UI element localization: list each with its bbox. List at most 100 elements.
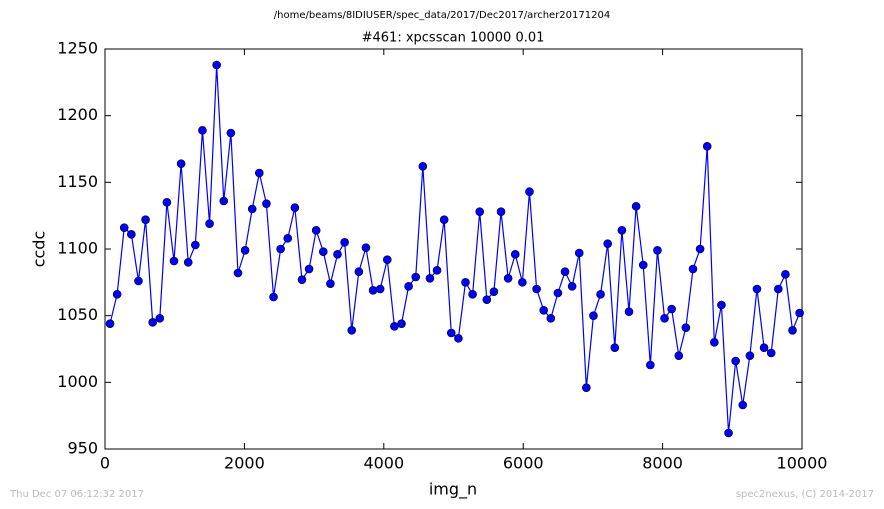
data-point [311,226,321,235]
data-point [603,239,612,248]
data-point [304,264,314,274]
data-point [368,286,378,295]
data-point [283,234,293,243]
data-point [141,215,150,224]
data-point [674,351,684,360]
data-point [532,284,541,294]
data-point [695,244,705,254]
data-point [418,162,428,171]
data-point [326,279,335,288]
data-point [212,60,221,70]
data-point [404,282,413,291]
data-point [525,187,534,196]
data-point [446,328,456,338]
x-tick-label: 4000 [363,454,404,473]
data-point [382,255,392,264]
y-tick-label: 1200 [57,105,98,124]
data-point [510,250,520,259]
data-point [667,304,676,314]
data-point [617,226,627,235]
data-point [148,318,157,327]
data-point [297,275,307,284]
data-point [503,274,513,283]
data-point [226,128,236,138]
data-point [205,219,214,228]
data-point [240,246,250,255]
data-point [425,274,435,283]
data-point [375,284,385,294]
y-tick-label: 1150 [57,172,98,191]
data-point [710,338,719,347]
data-point [105,319,115,328]
data-point [567,282,577,291]
data-point [255,168,264,178]
suptitle: /home/beams/8IDIUSER/spec_data/2017/Dec2… [274,10,610,21]
data-point [624,307,634,316]
data-point [119,223,129,232]
data-point [766,348,776,358]
data-point [397,319,406,328]
data-point [269,292,278,302]
data-point [276,244,285,254]
data-point [788,326,797,335]
data-point [759,343,769,352]
data-point [439,215,449,224]
data-line [109,64,801,434]
data-point [738,400,748,410]
data-point [589,311,598,320]
data-point [112,290,122,299]
data-point [631,202,641,211]
data-point [319,247,328,256]
data-point [496,207,506,216]
data-point [539,306,548,315]
data-point [198,126,207,135]
data-point [638,260,648,270]
data-point [411,272,421,282]
data-point [781,270,790,279]
x-tick-label: 8000 [642,454,683,473]
chart-title: #461: xpcsscan 10000 0.01 [362,31,545,46]
data-point [489,287,499,296]
data-point [518,278,527,287]
data-point [461,278,470,287]
x-tick-label: 2000 [224,454,265,473]
x-axis-label: img_n [429,480,477,500]
data-point [795,308,804,318]
y-tick-label: 1000 [57,372,98,391]
x-tick-label: 0 [100,454,110,473]
data-point [688,264,698,274]
y-tick-label: 1100 [57,239,98,258]
data-point [646,360,655,370]
data-point [574,248,584,258]
data-point [717,300,726,310]
data-point [183,258,193,267]
data-point [262,199,271,208]
data-point [745,351,755,360]
data-point [596,290,605,299]
data-point [454,334,463,343]
data-point [731,356,740,366]
y-tick-label: 950 [67,439,98,458]
data-point [347,326,357,335]
data-point [340,238,349,247]
data-point [660,314,669,323]
footer-right: spec2nexus, (C) 2014-2017 [736,489,874,500]
data-point [432,266,442,275]
data-point [247,204,257,214]
data-point [553,288,563,298]
x-tick-label: 6000 [503,454,544,473]
data-point [176,159,186,168]
data-point [752,284,762,294]
data-point [233,268,243,278]
data-point [560,267,570,276]
data-point [134,276,143,286]
data-point [333,250,342,259]
data-point [724,428,733,438]
data-point [290,203,300,212]
data-point [169,256,179,266]
data-point [653,246,662,255]
data-point [475,207,485,216]
data-point [681,323,691,332]
x-tick-label: 10000 [777,454,828,473]
